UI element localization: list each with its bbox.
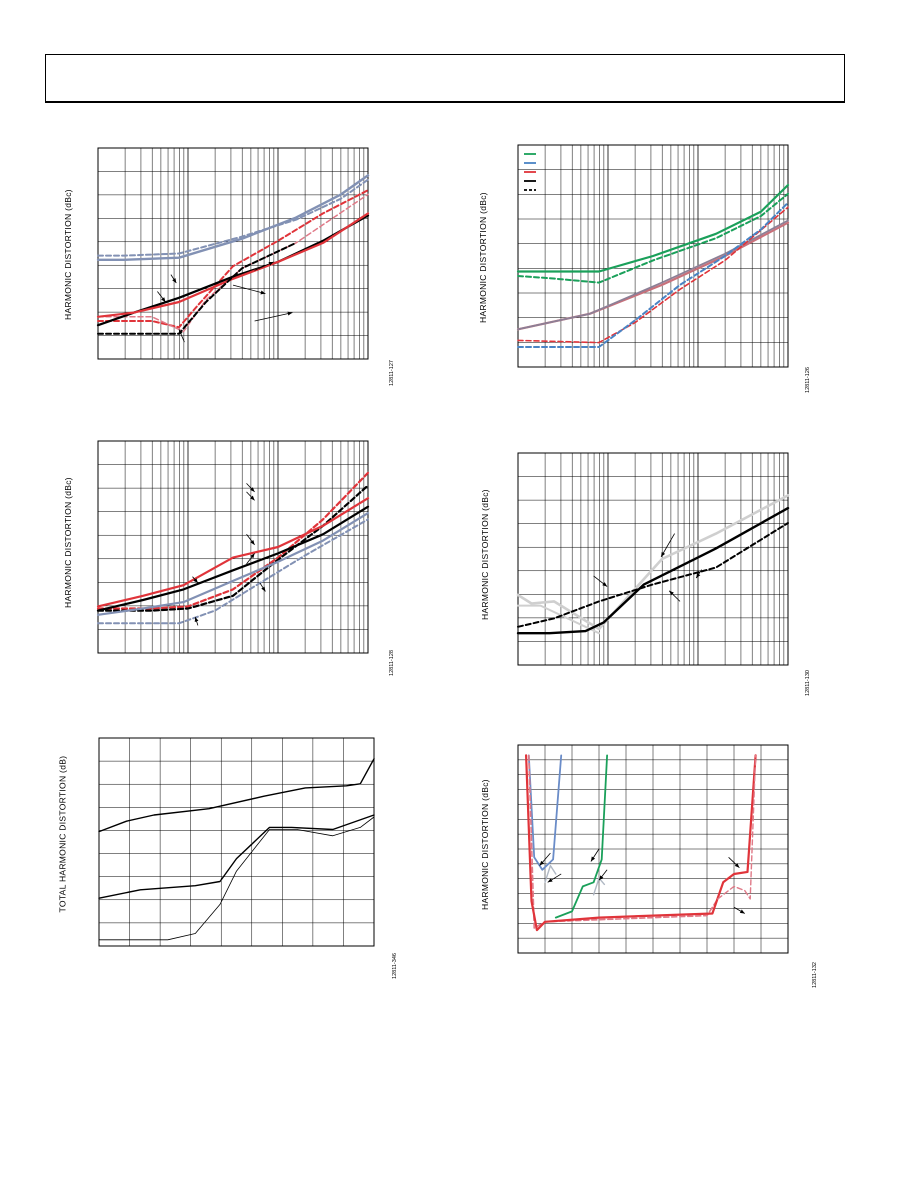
annotation-arrowhead-1 xyxy=(287,311,293,316)
plot-frame xyxy=(97,440,369,654)
annotation-arrowhead-5 xyxy=(734,863,740,868)
figure-code: 12811-127 xyxy=(389,360,395,386)
series-line-1 xyxy=(527,754,563,871)
series-line-1 xyxy=(516,183,790,273)
annotation-arrowhead-5 xyxy=(250,540,255,545)
series-line-2 xyxy=(96,484,370,612)
series-line-2 xyxy=(544,864,557,883)
figure-code: 12811-128 xyxy=(389,650,395,676)
series-line-4 xyxy=(592,877,606,896)
grid xyxy=(97,148,368,359)
annotation-arrowhead-1 xyxy=(250,553,255,559)
plot-frame xyxy=(517,452,789,666)
plot-frame xyxy=(98,737,375,947)
figure-code: 12811-132 xyxy=(812,962,818,988)
annotation-arrowhead-4 xyxy=(250,495,255,501)
series-line-5 xyxy=(96,214,370,327)
annotation-arrowhead-6 xyxy=(739,909,745,914)
chart-panel-c4: HARMONIC DISTORTION (dBc) 12811-130 xyxy=(470,450,811,710)
annotation-arrowhead-5 xyxy=(161,297,166,303)
series-line-3 xyxy=(517,522,789,628)
annotation-arrowhead-2 xyxy=(193,578,198,584)
annotation-arrowhead-3 xyxy=(590,856,596,862)
annotation-arrowhead-6 xyxy=(179,329,183,335)
annotation-arrowhead-2 xyxy=(661,551,666,557)
grid xyxy=(518,745,788,953)
series-line-4 xyxy=(516,506,790,635)
series-line-1 xyxy=(96,471,370,610)
series-line-2 xyxy=(517,604,600,635)
annotation-arrowhead-7 xyxy=(250,487,255,492)
chart-svg-c4 xyxy=(516,452,790,666)
annotation-arrowhead-3 xyxy=(669,590,674,596)
series-line-6 xyxy=(525,754,757,932)
plot-frame xyxy=(517,744,789,954)
grid xyxy=(97,441,368,653)
series-line-6 xyxy=(517,201,789,348)
series-line-2 xyxy=(517,192,789,284)
annotation-arrowhead-1 xyxy=(539,860,545,866)
series-line-4 xyxy=(97,193,369,333)
series-line-1 xyxy=(98,758,375,833)
chart-panel-c5: TOTAL HARMONIC DISTORTION (dB) 12811-346 xyxy=(55,735,398,995)
series-line-3 xyxy=(96,497,370,608)
annotation-arrowhead-3 xyxy=(268,261,274,266)
plot-frame xyxy=(97,147,369,360)
annotation-arrowhead-4 xyxy=(599,875,604,881)
annotation-arrowhead-4 xyxy=(172,278,177,284)
series-line-3 xyxy=(554,754,608,919)
annotation-arrow-1 xyxy=(254,312,293,322)
series-line-4 xyxy=(96,505,370,612)
series-line-2 xyxy=(97,178,369,257)
chart-panel-c1: HARMONIC DISTORTION (dBc) 12811-127 xyxy=(55,145,395,405)
page-header xyxy=(45,54,845,103)
grid xyxy=(99,738,374,946)
series-line-2 xyxy=(98,814,375,899)
series-line-3 xyxy=(98,816,375,941)
chart-panel-c6: HARMONIC DISTORTION (dBc) 12811-132 xyxy=(470,740,818,1000)
series-line-6 xyxy=(97,518,369,625)
annotation-arrowhead-2 xyxy=(547,878,553,883)
series-line-5 xyxy=(517,206,789,344)
figure-code: 12811-130 xyxy=(805,670,811,696)
annotation-arrowhead-3 xyxy=(261,586,266,592)
annotation-arrow-2 xyxy=(232,284,266,294)
annotation-arrowhead-6 xyxy=(194,616,199,622)
series-line-5 xyxy=(528,754,719,929)
annotation-arrowhead-2 xyxy=(260,290,266,295)
series-line-4 xyxy=(517,219,789,331)
chart-svg-c6 xyxy=(517,744,789,954)
chart-panel-c2: HARMONIC DISTORTION (dBc) 12811-126 xyxy=(470,144,811,405)
annotation-arrowhead-4 xyxy=(696,573,701,579)
series-line-6 xyxy=(96,212,370,318)
grid xyxy=(517,453,788,665)
annotation-arrowhead-1 xyxy=(602,582,608,587)
plot-frame xyxy=(517,144,789,368)
figure-code: 12811-346 xyxy=(392,953,398,979)
chart-svg-c5 xyxy=(98,737,375,947)
chart-svg-c2 xyxy=(516,144,790,368)
chart-panel-c3: HARMONIC DISTORTION (dBc) 12811-128 xyxy=(55,438,395,698)
figure-code: 12811-126 xyxy=(805,367,811,393)
chart-svg-c3 xyxy=(96,440,370,654)
series-line-1 xyxy=(516,494,790,631)
series-line-5 xyxy=(96,512,370,616)
series-line-7 xyxy=(97,241,297,335)
chart-svg-c1 xyxy=(96,147,370,360)
series-line-7 xyxy=(717,754,757,900)
series-line-1 xyxy=(96,174,370,261)
